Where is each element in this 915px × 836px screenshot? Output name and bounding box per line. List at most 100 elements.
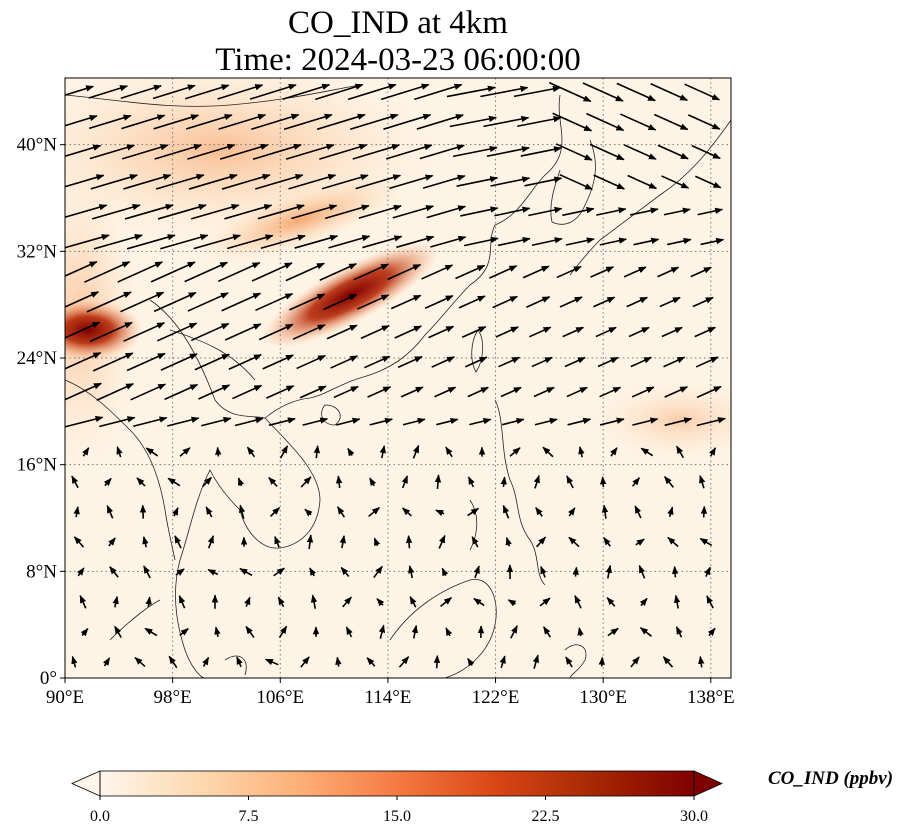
taiwan-coast [471, 329, 484, 373]
wind-arrow [639, 597, 648, 607]
wind-arrow [605, 564, 613, 579]
wind-arrow [73, 536, 85, 548]
wind-arrow [473, 597, 485, 607]
wind-arrow [700, 237, 725, 246]
wind-arrow [421, 264, 454, 280]
wind-arrow [610, 447, 618, 457]
wind-arrow [294, 234, 339, 249]
wind-arrow [400, 386, 424, 398]
wind-arrow [533, 474, 540, 489]
wind-arrow [452, 145, 498, 158]
wind-arrow [172, 507, 179, 517]
wind-arrow [599, 476, 607, 488]
wind-arrow [630, 656, 640, 668]
wind-arrow [532, 654, 540, 669]
wind-arrow [221, 292, 262, 312]
wind-arrow [383, 113, 432, 130]
wind-arrow [520, 146, 562, 157]
wind-arrow [285, 143, 335, 160]
wind-arrow [268, 417, 296, 427]
wind-arrow [495, 326, 519, 338]
wind-arrow [126, 352, 166, 372]
wind-arrow [494, 206, 531, 217]
wind-arrow [663, 356, 686, 368]
wind-arrow [422, 174, 466, 189]
lon-tick-label: 130°E [579, 687, 627, 708]
wind-arrow [144, 627, 158, 637]
wind-vectors [65, 81, 726, 669]
wind-arrow [490, 176, 531, 187]
wind-arrow [65, 352, 102, 370]
wind-arrow [167, 416, 200, 427]
wind-arrow [620, 113, 657, 131]
wind-arrow [99, 416, 136, 428]
wind-arrow [473, 565, 480, 579]
wind-arrow [441, 567, 449, 577]
wind-arrow [379, 445, 386, 459]
wind-arrow [252, 143, 302, 160]
wind-arrow [65, 114, 98, 127]
wind-arrow [347, 447, 355, 457]
wind-arrow [440, 596, 453, 608]
colorbar-tick-label: 22.5 [532, 808, 560, 825]
wind-arrow [157, 203, 207, 220]
sulawesi [564, 644, 587, 678]
wind-arrow [673, 594, 681, 609]
wind-arrow [662, 656, 674, 668]
wind-arrow [424, 295, 454, 309]
wind-arrow [283, 113, 333, 131]
wind-arrow [510, 625, 518, 639]
wind-arrow [65, 85, 95, 96]
wind-arrow [467, 476, 475, 488]
wind-arrow [632, 417, 659, 426]
wind-arrow [347, 83, 397, 101]
wind-arrow [528, 326, 552, 338]
wind-arrow [397, 355, 423, 369]
wind-arrow [559, 296, 583, 308]
wind-arrow [167, 477, 181, 487]
wind-arrow [364, 355, 391, 369]
wind-arrow [524, 176, 563, 187]
wind-arrow [205, 506, 213, 518]
wind-arrow [540, 565, 547, 578]
wind-arrow [664, 476, 674, 488]
wind-arrow [155, 173, 205, 190]
wind-arrow [699, 537, 713, 547]
wind-arrow [336, 417, 361, 426]
wind-arrow [630, 356, 652, 368]
wind-arrow [696, 385, 722, 399]
wind-arrow [690, 266, 712, 278]
wind-arrow [249, 83, 297, 100]
wind-arrow [445, 446, 453, 458]
wind-arrow [392, 205, 435, 219]
wind-arrow [340, 566, 350, 577]
wind-arrow [335, 475, 343, 488]
wind-arrow [661, 175, 690, 189]
wind-arrow [505, 536, 512, 547]
wind-arrow [396, 235, 435, 249]
wind-arrow [657, 266, 680, 278]
wind-arrow [578, 446, 585, 458]
wind-arrow [333, 385, 359, 399]
wind-arrow [684, 83, 721, 101]
lon-tick-label: 90°E [46, 687, 84, 708]
wind-arrow [650, 83, 689, 101]
wind-arrow [704, 566, 711, 577]
wind-arrow [559, 173, 593, 191]
wind-arrow [500, 386, 522, 398]
wind-arrow [431, 356, 456, 368]
philippines [469, 399, 546, 586]
wind-arrow [555, 143, 593, 161]
wind-arrow [65, 415, 104, 428]
wind-arrow [124, 203, 174, 220]
wind-arrow [255, 292, 294, 312]
wind-arrow [664, 386, 689, 398]
borneo [389, 579, 497, 678]
wind-arrow [623, 266, 647, 278]
colorbar-tick-label: 30.0 [680, 808, 708, 825]
eastern-haze [590, 380, 731, 460]
wind-arrow [526, 296, 551, 308]
wind-arrow [430, 235, 467, 248]
wind-arrow [224, 323, 262, 341]
wind-arrow [174, 535, 182, 549]
